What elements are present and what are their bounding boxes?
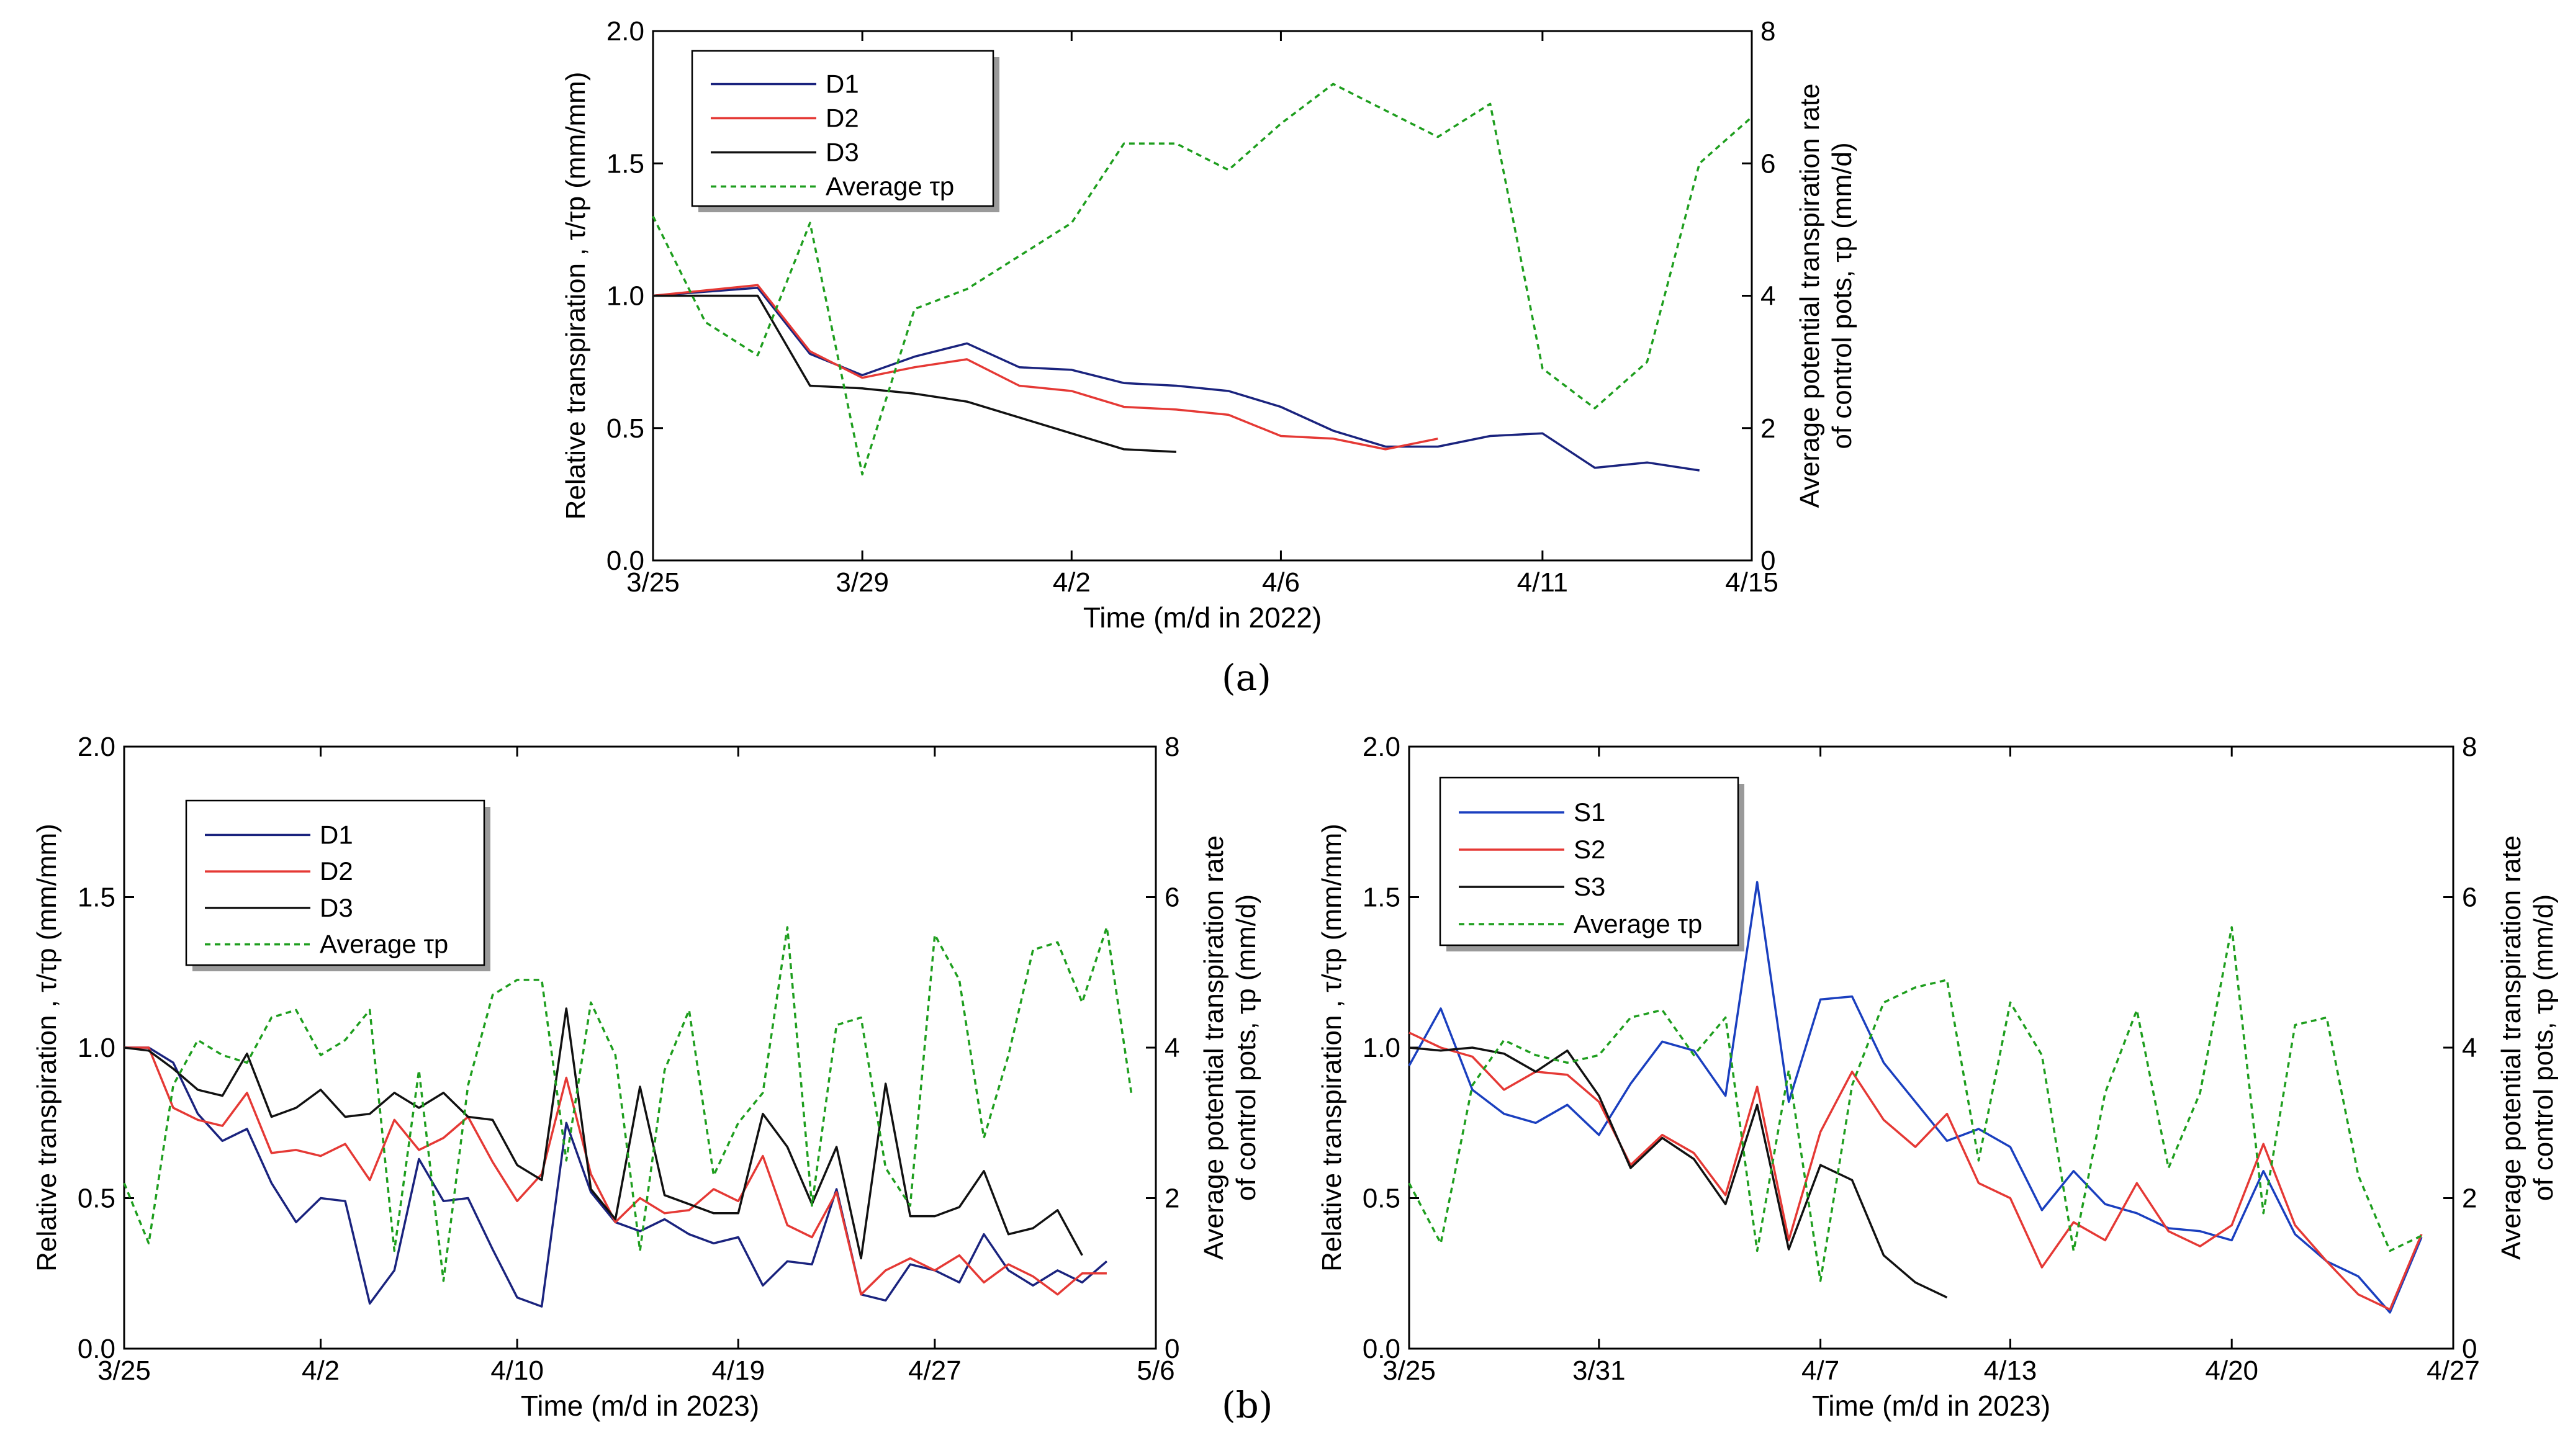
y2-axis-title-line2: of control pots, τp (mm/d) xyxy=(2528,894,2559,1201)
legend-label: D2 xyxy=(826,104,859,133)
y-axis-title: Relative transpiration , τ/τp (mm/mm) xyxy=(561,72,591,520)
series-line-d3 xyxy=(124,1007,1083,1260)
y2-tick-label: 6 xyxy=(1165,883,1179,913)
x-tick-label: 4/10 xyxy=(490,1355,544,1386)
y-tick-label: 0.5 xyxy=(78,1184,115,1214)
y2-tick-label: 0 xyxy=(2462,1334,2477,1364)
series-line-s1 xyxy=(1408,881,2423,1314)
y2-tick-label: 0 xyxy=(1165,1334,1179,1364)
y2-tick-label: 0 xyxy=(1760,546,1775,576)
series-line-s2 xyxy=(1408,1031,2423,1311)
x-tick-label: 4/13 xyxy=(1984,1355,2037,1386)
y2-tick-label: 2 xyxy=(1760,413,1775,444)
legend-label: Average τp xyxy=(1574,909,1702,938)
series-line-s3 xyxy=(1408,1046,1948,1299)
legend-label: S2 xyxy=(1574,835,1605,864)
legend-label: D3 xyxy=(320,893,353,922)
y-tick-label: 0.0 xyxy=(78,1334,115,1364)
x-tick-label: 3/25 xyxy=(97,1355,151,1386)
y2-tick-label: 2 xyxy=(2462,1184,2477,1214)
series-line-average-p xyxy=(652,83,1753,476)
y2-tick-label: 4 xyxy=(1760,281,1775,312)
y2-tick-label: 8 xyxy=(1165,732,1179,762)
legend-label: D1 xyxy=(826,70,859,99)
legend-label: D2 xyxy=(320,856,353,886)
x-tick-label: 5/6 xyxy=(1137,1355,1174,1386)
y2-tick-label: 8 xyxy=(1760,16,1775,47)
y-tick-label: 0.0 xyxy=(606,546,644,576)
y-tick-label: 1.5 xyxy=(1363,883,1400,913)
x-tick-label: 3/31 xyxy=(1572,1355,1626,1386)
x-tick-label: 4/27 xyxy=(2427,1355,2480,1386)
legend-box xyxy=(185,799,485,966)
x-axis-title: Time (m/d in 2023) xyxy=(521,1390,759,1422)
series-line-d1 xyxy=(124,1046,1108,1308)
legend-label: D1 xyxy=(320,820,353,849)
legend-label: Average τp xyxy=(826,172,954,201)
legend-label: S1 xyxy=(1574,798,1605,827)
y-tick-label: 1.0 xyxy=(606,281,644,312)
x-tick-label: 4/27 xyxy=(908,1355,962,1386)
x-tick-label: 3/25 xyxy=(1382,1355,1436,1386)
x-tick-label: 4/2 xyxy=(302,1355,340,1386)
y2-tick-label: 8 xyxy=(2462,732,2477,762)
y-tick-label: 1.0 xyxy=(78,1033,115,1063)
y-tick-label: 0.5 xyxy=(606,413,644,444)
panel-label-b: (b) xyxy=(1222,1384,1273,1426)
series-line-d2 xyxy=(652,284,1438,451)
series-line-d2 xyxy=(124,1046,1107,1296)
y-axis-title: Relative transpiration , τ/τp (mm/mm) xyxy=(1317,824,1347,1272)
x-tick-label: 4/11 xyxy=(1517,567,1568,598)
x-tick-label: 4/19 xyxy=(711,1355,765,1386)
chart-b-left-drought-2023: 3/25 4/2 4/10 4/19 4/27 5/6 0.0 0.5 1.0 1.5 2.0 0 2 4… xyxy=(32,732,1261,1422)
y-tick-label: 0.0 xyxy=(1363,1334,1400,1364)
y-tick-label: 1.0 xyxy=(1363,1033,1400,1063)
y-tick-label: 2.0 xyxy=(78,732,115,762)
y2-axis-title-line2: of control pots, τp (mm/d) xyxy=(1827,142,1857,449)
y2-tick-label: 4 xyxy=(1165,1033,1179,1063)
series-line-d3 xyxy=(653,294,1176,453)
series-line-d1 xyxy=(652,286,1700,472)
legend-box xyxy=(691,50,994,207)
y-tick-label: 1.5 xyxy=(606,148,644,179)
y2-tick-label: 6 xyxy=(1760,148,1775,179)
y2-tick-label: 4 xyxy=(2462,1033,2477,1063)
x-tick-label: 3/29 xyxy=(836,567,889,598)
legend-box xyxy=(1439,776,1739,946)
y2-tick-label: 6 xyxy=(2462,883,2477,913)
legend-label: D3 xyxy=(826,138,859,167)
y2-tick-label: 2 xyxy=(1165,1184,1179,1214)
x-axis-title: Time (m/d in 2022) xyxy=(1083,601,1322,634)
x-tick-label: 4/15 xyxy=(1725,567,1778,598)
series-line-average-p xyxy=(123,926,1133,1282)
x-tick-label: 4/7 xyxy=(1801,1355,1839,1386)
chart-b-right-salinity-2023: 3/25 3/31 4/7 4/13 4/20 4/27 0.0 0.5 1.0 1.5 2.0 0 2… xyxy=(1317,732,2559,1422)
x-tick-label: 4/2 xyxy=(1053,567,1091,598)
x-tick-label: 4/20 xyxy=(2205,1355,2258,1386)
y2-axis-title-line1: Average potential transpiration rate xyxy=(1199,835,1229,1260)
y-tick-label: 2.0 xyxy=(1363,732,1400,762)
series-line-average-p xyxy=(1408,926,2422,1282)
chart-a-2022: 3/25 3/29 4/2 4/6 4/11 4/15 0.0 0.5 1.0 1.5 2.0 0 2 4… xyxy=(561,16,1857,634)
panel-label-a: (a) xyxy=(1222,657,1271,699)
y-tick-label: 1.5 xyxy=(78,883,115,913)
x-tick-label: 3/25 xyxy=(626,567,680,598)
legend-label: S3 xyxy=(1574,872,1605,901)
x-axis-title: Time (m/d in 2023) xyxy=(1812,1390,2050,1422)
y-tick-label: 0.5 xyxy=(1363,1184,1400,1214)
y2-axis-title-line1: Average potential transpiration rate xyxy=(2496,835,2526,1260)
y-tick-label: 2.0 xyxy=(606,16,644,47)
y2-axis-title-line1: Average potential transpiration rate xyxy=(1795,83,1825,508)
x-tick-label: 4/6 xyxy=(1262,567,1300,598)
y-axis-title: Relative transpiration , τ/τp (mm/mm) xyxy=(32,824,62,1272)
legend-label: Average τp xyxy=(320,930,448,959)
y2-axis-title-line2: of control pots, τp (mm/d) xyxy=(1231,894,1261,1201)
